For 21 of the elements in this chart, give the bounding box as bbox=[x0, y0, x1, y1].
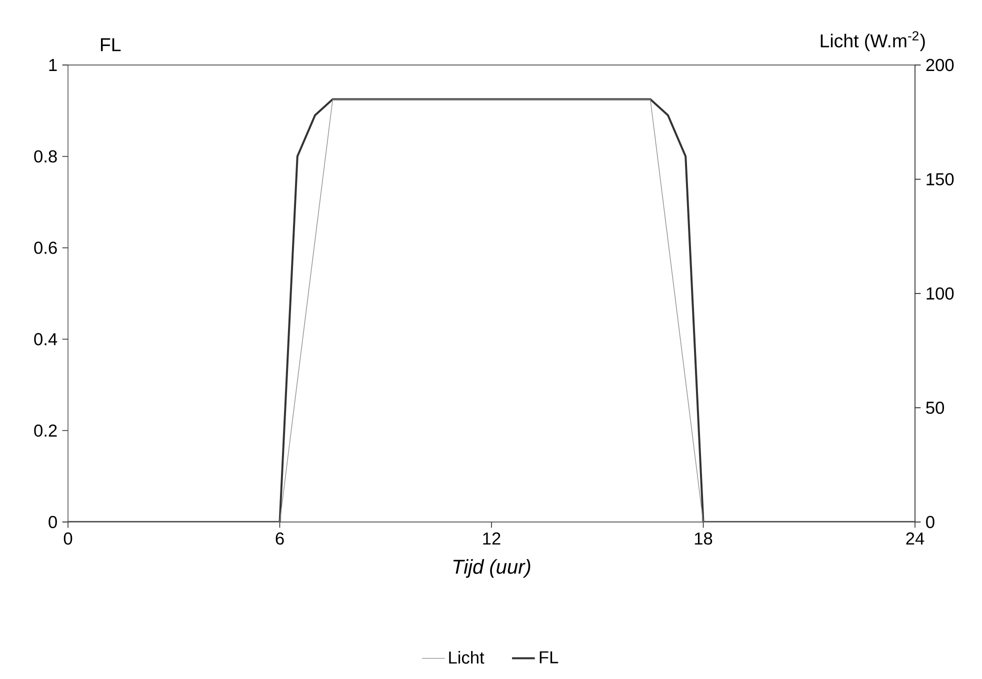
y-tick-label: 0.4 bbox=[34, 333, 58, 346]
legend-label: FL bbox=[540, 651, 558, 664]
x-tick-label: 12 bbox=[483, 532, 500, 545]
x-axis-title: Tijd (uur) bbox=[453, 559, 530, 578]
y-axis-title: FL bbox=[100, 38, 121, 52]
y2-tick-label: 0 bbox=[926, 516, 934, 528]
y-tick-label: 0.8 bbox=[34, 150, 57, 163]
y2-tick-label: 100 bbox=[926, 287, 954, 300]
y2-tick-label: 150 bbox=[926, 173, 954, 186]
y-tick-label: 0.2 bbox=[34, 424, 57, 437]
legend-label: Licht bbox=[449, 650, 484, 664]
y2-tick-label: 50 bbox=[926, 402, 944, 414]
y2-axis-title: Licht (W.m$^{-2}$) bbox=[820, 31, 925, 52]
y-tick-label: 0 bbox=[48, 516, 57, 528]
x-tick-label: 6 bbox=[276, 532, 284, 545]
x-tick-label: 24 bbox=[906, 532, 924, 545]
y2-tick-label: 200 bbox=[926, 58, 954, 72]
x-tick-label: 0 bbox=[64, 532, 72, 545]
x-tick-label: 18 bbox=[694, 532, 712, 545]
y-tick-label: 1 bbox=[49, 59, 57, 71]
y-tick-label: 0.6 bbox=[34, 242, 57, 254]
